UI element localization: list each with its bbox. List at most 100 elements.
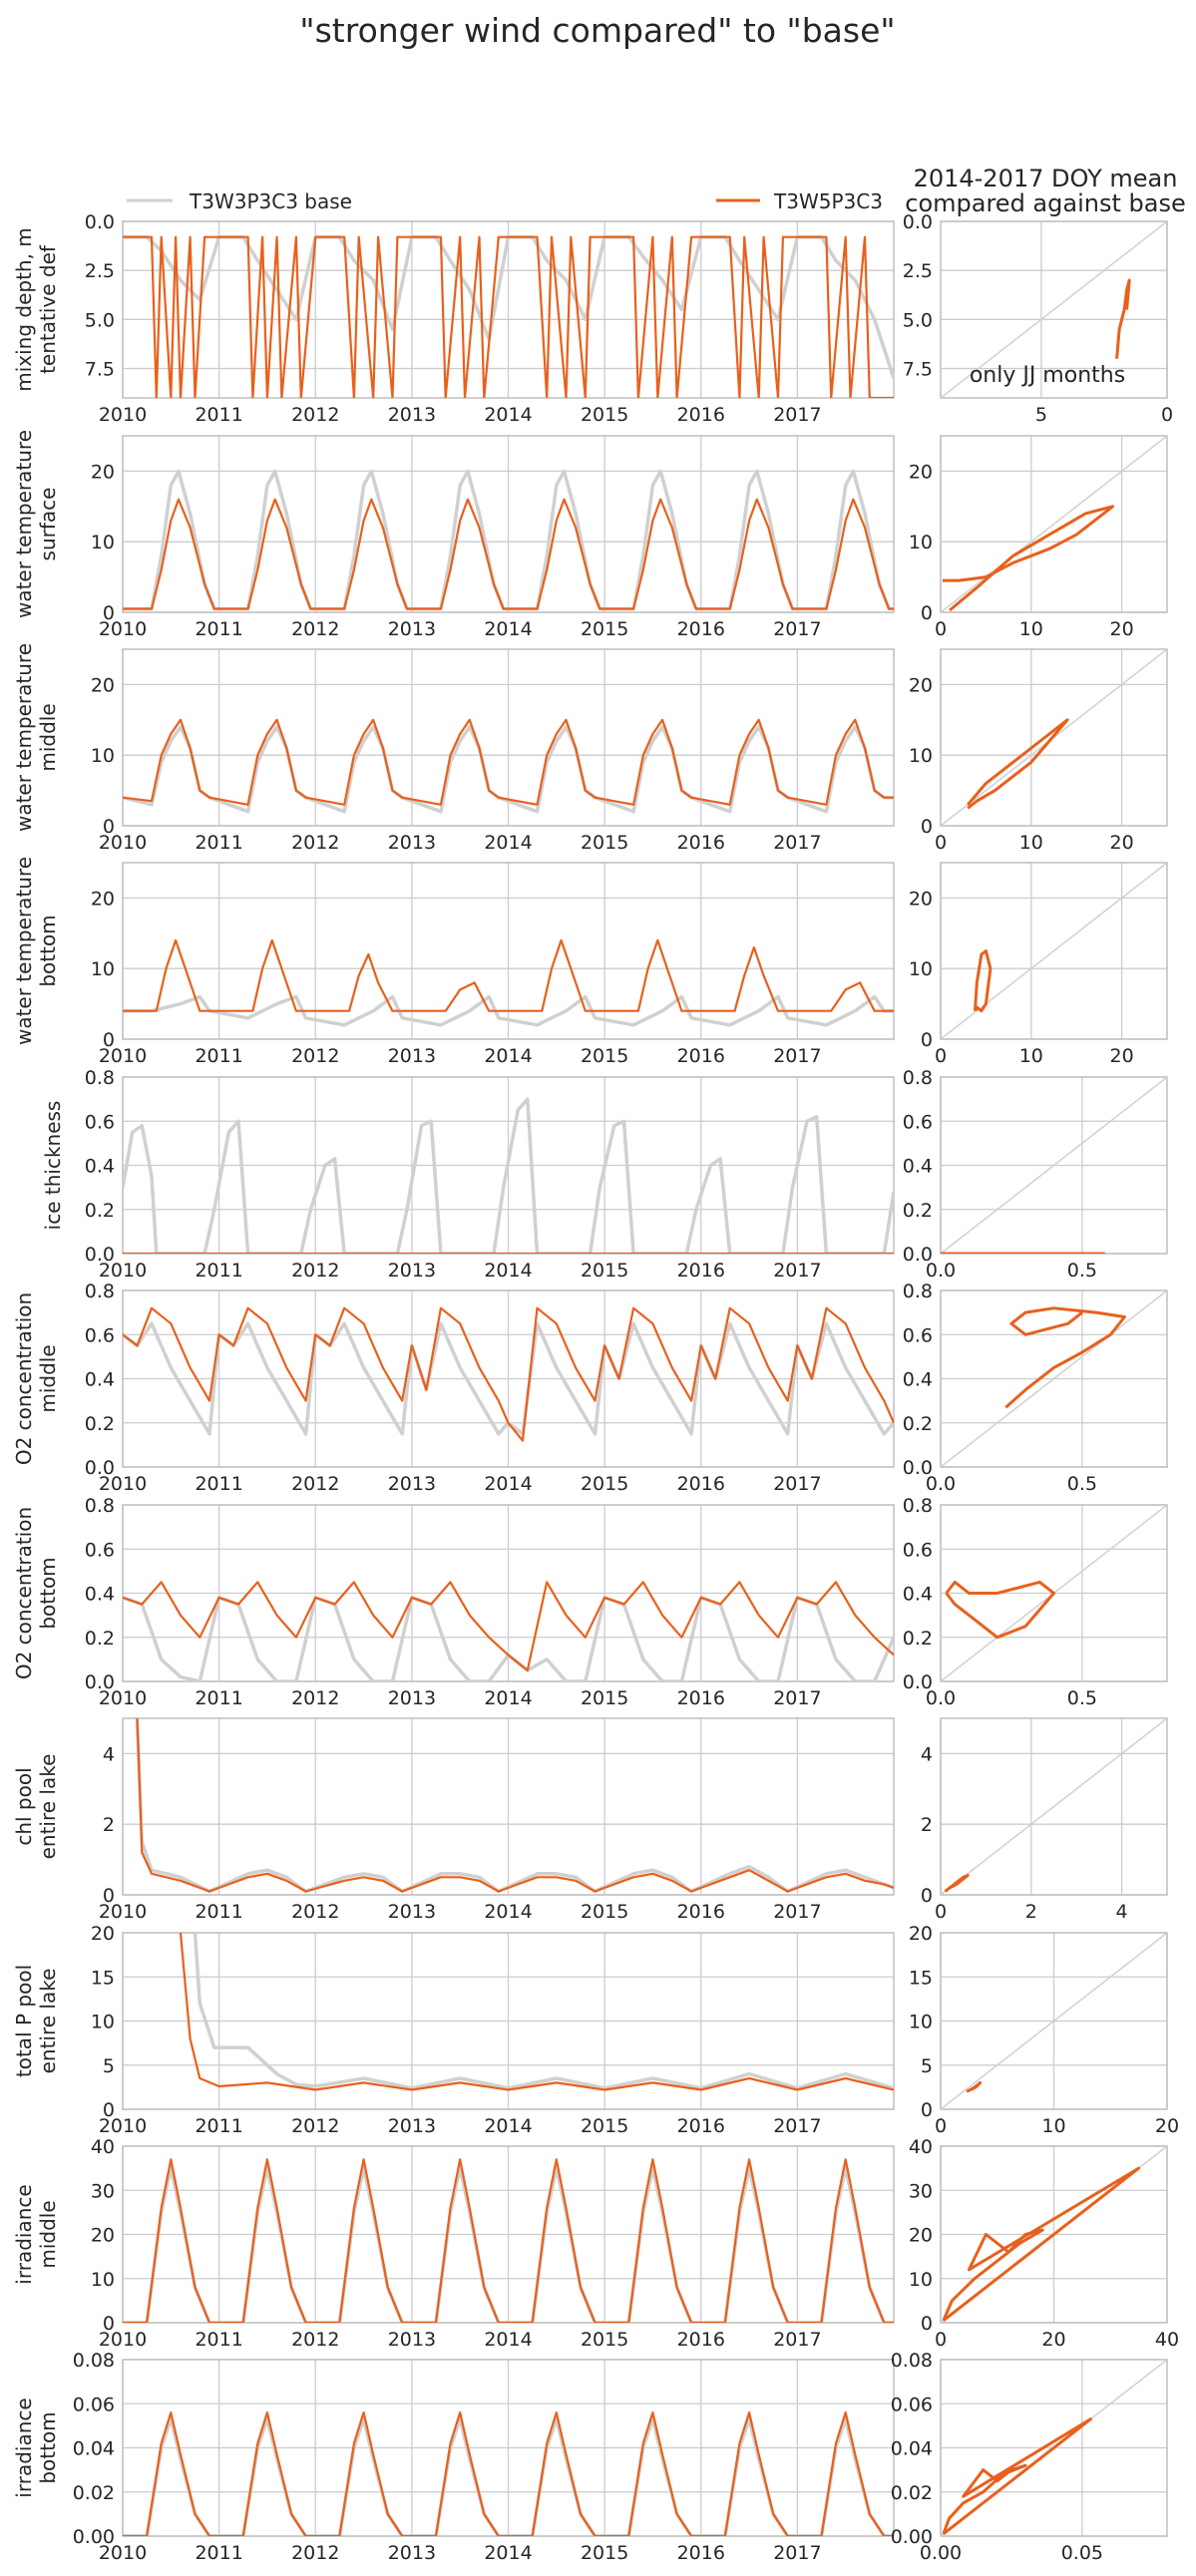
ytick-label: 5 (103, 2055, 115, 2077)
xtick-label: 2016 (677, 404, 725, 426)
ytick-label: 0.0 (903, 1244, 933, 1266)
right-column-title-line1: 2014-2017 DOY mean (914, 165, 1178, 192)
panel-water_temperature_bottom: 0 10 20 2010 2011 2012 2013 2014 2015 2016 2017 wat… (12, 857, 895, 1067)
xtick-label: 0 (1161, 404, 1173, 426)
xtick-label: 2013 (388, 2329, 436, 2351)
ytick-label: 20 (91, 461, 115, 483)
series-line-scenario (967, 718, 1069, 810)
axes-frame (122, 1504, 895, 1682)
ylabel: irradiance (12, 2397, 36, 2497)
identity-line (941, 863, 1167, 1039)
series-line-scenario (944, 1874, 970, 1893)
xtick-label: 2015 (581, 2542, 628, 2564)
xtick-label: 2012 (291, 1473, 339, 1495)
xtick-label: 2013 (388, 1687, 436, 1709)
ytick-label: 2 (103, 1814, 115, 1836)
panel-chl_pool: 0 2 4 2010 2011 2012 2013 2014 2015 2016 2017 chl p… (12, 1717, 895, 1923)
ytick-label: 0.8 (903, 1495, 933, 1517)
identity-line (941, 1290, 1167, 1467)
xtick-label: 2010 (99, 1473, 147, 1495)
xtick-label: 2015 (581, 404, 628, 426)
xtick-label: 2011 (195, 404, 242, 426)
series-line-scenario (966, 2080, 983, 2093)
xtick-label: 2011 (195, 832, 242, 854)
ytick-label: 15 (91, 1967, 115, 1989)
axes-frame (122, 1289, 895, 1468)
ytick-label: 10 (91, 958, 115, 980)
ytick-label: 2.5 (903, 260, 933, 282)
ytick-label: 0.0 (85, 1671, 115, 1693)
axes-frame (122, 648, 895, 827)
ylabel: mixing depth, m (12, 227, 36, 392)
xtick-label: 2015 (581, 2115, 628, 2137)
xtick-label: 2012 (291, 2115, 339, 2137)
axes-frame (122, 435, 895, 613)
xtick-label: 2015 (581, 1901, 628, 1923)
ytick-label: 30 (909, 2180, 933, 2202)
xtick-label: 2013 (388, 1260, 436, 1282)
ytick-label: 2.5 (85, 260, 115, 282)
panel-total_p_pool: 0 5 10 15 20 2010 2011 2012 2013 2014 2015 2016 2017… (12, 1923, 895, 2137)
xtick-label: 2011 (195, 1260, 242, 1282)
xtick-label: 0.0 (926, 1473, 956, 1495)
xtick-label: 2011 (195, 1045, 242, 1067)
axes-frame (122, 1932, 895, 2110)
figure-title: "stronger wind compared" to "base" (299, 11, 895, 50)
xtick-label: 2017 (773, 1687, 821, 1709)
axes-frame (940, 2359, 1168, 2537)
axes-frame (940, 862, 1168, 1040)
xtick-label: 2011 (195, 618, 242, 640)
ylabel: water temperature (12, 857, 36, 1045)
xtick-label: 0 (935, 2115, 947, 2137)
xtick-label: 2012 (291, 618, 339, 640)
axes-frame (122, 220, 895, 399)
axes-frame (122, 1717, 895, 1896)
xtick-label: 2015 (581, 1473, 628, 1495)
ytick-label: 5.0 (85, 309, 115, 331)
xtick-label: 2014 (484, 1901, 532, 1923)
axes-frame (940, 1289, 1168, 1468)
series-line-scenario (123, 718, 894, 806)
ytick-label: 0.4 (903, 1156, 933, 1178)
ytick-label: 20 (91, 674, 115, 696)
series-line-scenario (179, 1933, 894, 2091)
series-line-scenario (945, 1580, 1055, 1640)
xtick-label: 2014 (484, 2329, 532, 2351)
ytick-label: 0 (103, 1029, 115, 1051)
panel-irradiance_bottom: 0.00 0.02 0.04 0.06 0.08 2010 2011 2012 2013 2014… (12, 2350, 895, 2564)
ytick-label: 0 (921, 2313, 933, 2335)
ytick-label: 0.6 (903, 1111, 933, 1133)
xtick-label: 0.5 (1067, 1473, 1097, 1495)
xtick-label: 2013 (388, 2115, 436, 2137)
ytick-label: 0 (103, 2313, 115, 2335)
ytick-label: 0.06 (891, 2393, 933, 2415)
axes-frame (940, 648, 1168, 827)
xtick-label: 2014 (484, 1045, 532, 1067)
ytick-label: 0.04 (73, 2438, 115, 2460)
xtick-label: 2012 (291, 2329, 339, 2351)
xtick-label: 2015 (581, 1687, 628, 1709)
xtick-label: 2010 (99, 1687, 147, 1709)
panel-irradiance_middle: 0 10 20 30 40 2010 2011 2012 2013 2014 2015 2016 201… (12, 2136, 895, 2351)
series-line-scenario (942, 505, 1114, 612)
ytick-label: 0.04 (891, 2438, 933, 2460)
ytick-label: 0.00 (73, 2526, 115, 2548)
xtick-label: 0.0 (926, 1687, 956, 1709)
xtick-label: 2016 (677, 1260, 725, 1282)
xtick-label: 2014 (484, 1687, 532, 1709)
xtick-label: 2010 (99, 1260, 147, 1282)
ytick-label: 20 (909, 674, 933, 696)
ytick-label: 40 (91, 2136, 115, 2158)
ylabel: tentative def (36, 244, 60, 374)
ytick-label: 10 (909, 532, 933, 553)
xtick-label: 2013 (388, 1901, 436, 1923)
panel-mixing_depth_doy_mean: 0.0 2.5 5.0 7.5 5 0 (903, 211, 1173, 426)
axes-frame (940, 1932, 1168, 2110)
ytick-label: 0.6 (903, 1539, 933, 1561)
xtick-label: 2012 (291, 832, 339, 854)
ytick-label: 0.2 (85, 1628, 115, 1650)
xtick-label: 2016 (677, 2542, 725, 2564)
xtick-label: 2015 (581, 1260, 628, 1282)
ylabel: water temperature (12, 643, 36, 832)
ytick-label: 0.2 (903, 1628, 933, 1650)
